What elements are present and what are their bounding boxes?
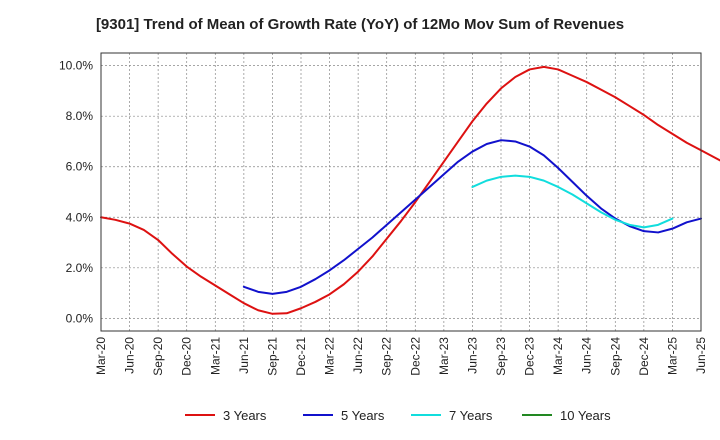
y-axis: 0.0% 2.0% 4.0% 6.0% 8.0% 10.0% xyxy=(59,59,93,326)
plot-border xyxy=(100,52,702,332)
x-tick-label: Sep-21 xyxy=(265,337,279,376)
legend: 3 Years 5 Years 7 Years 10 Years xyxy=(185,408,611,423)
y-gridlines xyxy=(101,65,701,319)
y-tick-label: 8.0% xyxy=(66,109,94,123)
series-lines xyxy=(100,65,720,315)
x-tick-label: Dec-23 xyxy=(523,337,537,376)
x-tick-label: Jun-23 xyxy=(465,337,479,374)
x-tick-label: Jun-20 xyxy=(123,337,137,374)
x-axis: Mar-20 Jun-20 Sep-20 Dec-20 Mar-21 Jun-21 Sep-… xyxy=(94,337,708,376)
legend-label-3-years: 3 Years xyxy=(223,408,267,423)
x-tick-label: Dec-22 xyxy=(408,337,422,376)
y-tick-label: 2.0% xyxy=(66,261,94,275)
y-tick-label: 0.0% xyxy=(66,311,94,325)
x-tick-label: Sep-20 xyxy=(151,337,165,376)
chart-title: [9301] Trend of Mean of Growth Rate (YoY… xyxy=(96,16,624,33)
x-tick-label: Jun-21 xyxy=(237,337,251,374)
x-tick-label: Mar-24 xyxy=(551,337,565,375)
x-tick-label: Jun-24 xyxy=(580,337,594,374)
x-tick-label: Dec-20 xyxy=(180,337,194,376)
y-tick-label: 4.0% xyxy=(66,210,94,224)
x-tick-label: Jun-22 xyxy=(351,337,365,374)
plot-area xyxy=(101,53,701,331)
x-tick-label: Jun-25 xyxy=(694,337,708,374)
legend-label-10-years: 10 Years xyxy=(560,408,611,423)
legend-label-5-years: 5 Years xyxy=(341,408,385,423)
x-tick-label: Mar-20 xyxy=(94,337,108,375)
y-tick-label: 10.0% xyxy=(59,59,93,73)
x-tick-label: Mar-21 xyxy=(208,337,222,375)
series-line-7-years xyxy=(471,174,674,229)
x-tick-label: Mar-25 xyxy=(665,337,679,375)
legend-label-7-years: 7 Years xyxy=(449,408,493,423)
x-tick-label: Mar-23 xyxy=(437,337,451,375)
x-tick-label: Dec-21 xyxy=(294,337,308,376)
x-tick-label: Dec-24 xyxy=(637,337,651,376)
x-tick-label: Sep-22 xyxy=(380,337,394,376)
x-tick-label: Sep-23 xyxy=(494,337,508,376)
x-tick-label: Sep-24 xyxy=(608,337,622,376)
x-tick-label: Mar-22 xyxy=(323,337,337,375)
y-tick-label: 6.0% xyxy=(66,160,94,174)
